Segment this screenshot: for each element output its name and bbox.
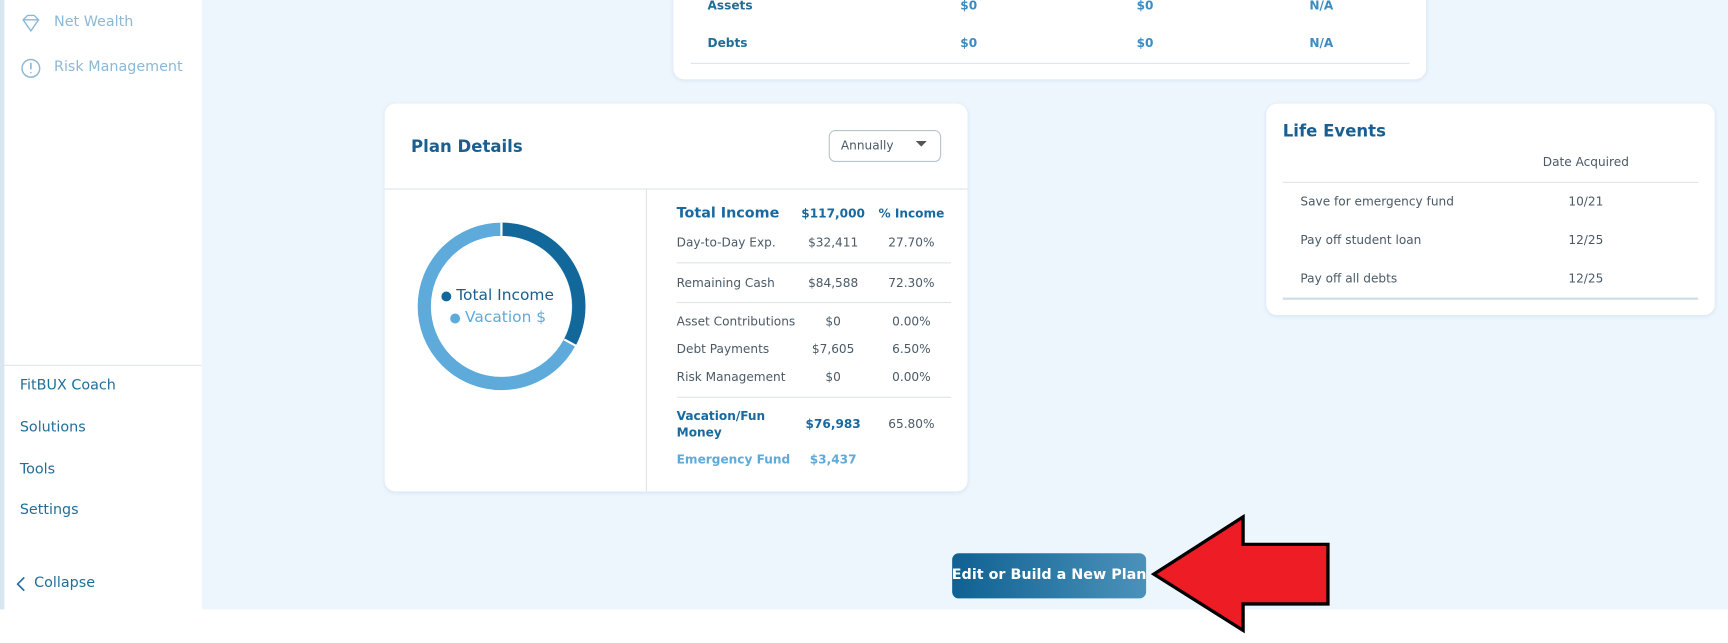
row-value: N/A <box>1309 35 1334 51</box>
row-label[interactable]: Assets <box>707 0 753 13</box>
event-date: 12/25 <box>1568 233 1604 248</box>
nav-item[interactable]: Solutions <box>19 419 86 436</box>
row-value: $7,605 <box>811 342 855 357</box>
row-label: Asset Contributions <box>676 314 796 329</box>
row-percent: 0.00% <box>892 369 931 385</box>
nav-item[interactable]: FitBUX Coach <box>19 377 116 394</box>
event-date: 10/21 <box>1568 194 1604 209</box>
card-title: Plan Details <box>411 136 523 157</box>
life-events-card <box>1266 103 1715 316</box>
row-percent: 65.80% <box>888 417 935 432</box>
button[interactable] <box>952 553 1147 599</box>
row-percent: 27.70% <box>888 235 935 250</box>
card-title: Life Events <box>1282 121 1386 142</box>
sidebar-divider <box>4 364 202 366</box>
alert-icon <box>21 58 41 78</box>
table-header: $117,000 <box>801 206 865 221</box>
dropdown[interactable] <box>828 130 942 162</box>
row-label: Remaining Cash <box>676 276 775 291</box>
legend-item: Vacation $ <box>465 308 547 327</box>
nav-item[interactable]: Tools <box>19 461 56 478</box>
row-label: Debt Payments <box>676 342 770 357</box>
collapse[interactable]: Collapse <box>34 574 96 592</box>
row-value: $32,411 <box>808 235 859 250</box>
diamond-icon <box>22 14 40 33</box>
nav-item[interactable]: Settings <box>19 501 79 519</box>
event-label: Pay off student loan <box>1300 233 1422 248</box>
row-value: N/A <box>1309 0 1334 13</box>
row-value: $0 <box>825 314 841 329</box>
nav-item[interactable]: Risk Management <box>53 58 183 76</box>
row-percent: 6.50% <box>892 342 931 357</box>
row-percent: 0.00% <box>892 314 931 329</box>
row-value: $0 <box>825 369 841 385</box>
row-label: Emergency Fund <box>676 452 791 467</box>
event-label: Save for emergency fund <box>1300 194 1454 209</box>
table-header: % Income <box>878 206 945 221</box>
row-percent: 72.30% <box>888 276 935 291</box>
life-bottom <box>1282 297 1699 300</box>
row-divider <box>676 301 952 304</box>
row-divider <box>676 396 952 398</box>
collapse-icon <box>16 576 25 592</box>
row-value: $3,437 <box>809 452 857 467</box>
button-label[interactable]: Edit or Build a New Plan <box>951 566 1147 584</box>
event-date: 12/25 <box>1568 271 1604 286</box>
plan-vdivider <box>645 188 647 492</box>
nav-item[interactable]: Net Wealth <box>53 13 134 31</box>
life-divider <box>1282 181 1699 183</box>
dropdown-label[interactable]: Annually <box>840 138 894 153</box>
row-value: $0 <box>1136 0 1154 13</box>
table-header: Total Income <box>676 205 780 223</box>
sidebar <box>0 0 202 610</box>
legend-item: Total Income <box>456 286 554 305</box>
plan-details-card <box>384 103 968 492</box>
plan-divider <box>384 188 968 190</box>
row-divider <box>676 262 952 264</box>
row-value: $0 <box>1136 35 1154 51</box>
row-value: $0 <box>960 35 978 51</box>
row-label[interactable]: Debts <box>707 35 748 51</box>
event-label: Pay off all debts <box>1300 271 1398 286</box>
column-header: Date Acquired <box>1542 154 1629 170</box>
red-arrow <box>1150 513 1330 634</box>
summary-divider <box>690 62 1410 64</box>
row-value: $76,983 <box>805 417 861 432</box>
row-value: $0 <box>960 0 978 13</box>
dropdown-caret <box>915 141 927 147</box>
row-label: Risk Management <box>676 369 786 385</box>
row-label: Vacation/Fun Money <box>676 408 766 440</box>
row-value: $84,588 <box>808 276 859 291</box>
row-label: Day-to-Day Exp. <box>676 235 776 250</box>
donut <box>417 222 586 391</box>
summary-card <box>673 0 1427 80</box>
